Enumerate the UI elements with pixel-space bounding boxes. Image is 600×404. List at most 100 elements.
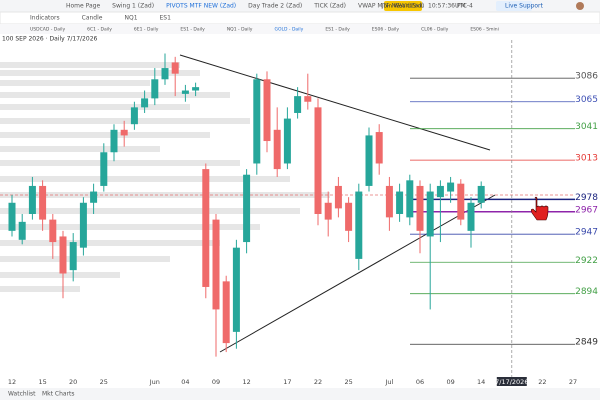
candle-body: [192, 87, 200, 91]
level-label: 2894: [575, 287, 598, 297]
bottom-tab[interactable]: Mkt Charts: [42, 391, 75, 398]
candle-body: [396, 191, 404, 214]
candle-body: [100, 152, 108, 186]
support-text[interactable]: Live Support: [505, 3, 544, 10]
candle-body: [477, 185, 485, 203]
nav-tab[interactable]: Home Page: [66, 3, 100, 10]
x-tick-label: 25: [344, 378, 352, 386]
x-tick-label: 17: [283, 378, 291, 386]
bottom-bar: [0, 388, 600, 400]
level-label: 3065: [575, 95, 598, 105]
nav-tab[interactable]: TICK (Zad): [313, 3, 346, 10]
chart-tabs: [0, 24, 600, 34]
candle-body: [181, 90, 189, 94]
candle-body: [355, 191, 363, 259]
nav-tab[interactable]: Swing 1 (Zad): [112, 3, 154, 10]
join-text[interactable]: Join WealthSkill: [381, 4, 425, 10]
x-tick-label: 20: [69, 378, 77, 386]
candle-body: [151, 79, 159, 99]
timezone: UTC-4: [455, 3, 473, 10]
candle-body: [202, 169, 210, 287]
candle-body: [273, 129, 281, 170]
candle-body: [212, 219, 220, 310]
toolbar-item[interactable]: ES1: [160, 15, 172, 22]
candle-body: [28, 185, 36, 214]
nav-tab[interactable]: VWAP MTF NEW (Zad): [358, 3, 424, 10]
chart-tab[interactable]: ES06 - Daily: [372, 27, 400, 33]
candle-body: [120, 129, 128, 136]
x-tick-label: 25: [100, 378, 108, 386]
clock: 10:57:36 PM: [428, 3, 466, 10]
candle-body: [334, 185, 342, 209]
level-label: 3013: [575, 154, 598, 164]
chart-tab[interactable]: ES1 - Daily: [180, 27, 205, 33]
level-label: 2947: [575, 228, 598, 238]
level-label: 2967: [575, 205, 598, 215]
level-label: 2978: [575, 193, 598, 203]
candle-body: [436, 185, 444, 198]
candle-body: [232, 247, 240, 332]
toolbar-item[interactable]: Candle: [82, 15, 103, 22]
chart-tab[interactable]: CL06 - Daily: [421, 27, 449, 33]
avatar[interactable]: [576, 2, 584, 10]
volume-profile: [0, 62, 330, 292]
x-tick-label: 14: [477, 378, 485, 386]
x-tick-label: 22: [314, 378, 322, 386]
x-tick-label: 22: [538, 378, 546, 386]
level-label: 2922: [575, 256, 598, 266]
candle-body: [69, 242, 77, 271]
candle-body: [171, 62, 179, 74]
chart-tab[interactable]: ES1 - Daily: [325, 27, 350, 33]
candle-body: [283, 118, 291, 164]
chart-tab[interactable]: 6C1 - Daily: [87, 27, 112, 33]
chart-tab[interactable]: NQ1 - Daily: [227, 27, 253, 33]
candle-body: [426, 191, 434, 237]
candle-body: [59, 236, 67, 274]
x-tick-label: 15: [38, 378, 46, 386]
x-tick-label: 06: [416, 378, 424, 386]
candle-body: [263, 79, 271, 142]
candle-body: [8, 202, 16, 231]
date-box: [496, 377, 527, 386]
trend-line: [219, 194, 496, 353]
x-tick-label: Jun: [149, 378, 160, 386]
level-label: 3086: [575, 72, 598, 82]
chart-title: 100 SEP 2026 · Daily 7/17/2026: [2, 36, 98, 43]
chart-tab[interactable]: USDCAD - Daily: [30, 27, 66, 33]
plot: 3086 3065 3041 3013 2978 2967 2947 2922 2894 2849…: [8, 40, 598, 386]
hand-cursor: [530, 196, 549, 221]
candle-body: [130, 107, 138, 125]
candle-body: [253, 79, 261, 164]
x-tick-label: 09: [212, 378, 220, 386]
candle-body: [90, 191, 98, 203]
join-button[interactable]: [384, 1, 422, 11]
candle-body: [294, 96, 302, 113]
toolbar-item[interactable]: Indicators: [30, 15, 60, 22]
candle-body: [304, 96, 312, 102]
candle-body: [110, 129, 118, 153]
candle-body: [416, 185, 424, 231]
nav-tab[interactable]: PIVOTS MTF NEW (Zad): [166, 3, 236, 10]
candle-body: [161, 68, 169, 80]
x-tick-label: Jul: [384, 378, 393, 386]
candle-body: [18, 221, 26, 240]
chart-tab[interactable]: 6E1 - Daily: [134, 27, 159, 33]
candle-body: [365, 135, 373, 186]
nav-tab[interactable]: Day Trade 2 (Zad): [248, 3, 302, 10]
bottom-tab[interactable]: Watchlist: [8, 391, 36, 398]
candle-body: [324, 202, 332, 220]
x-tick-label: 12: [242, 378, 250, 386]
candle-body: [222, 281, 230, 344]
candle-body: [345, 202, 353, 231]
candle-body: [79, 202, 87, 248]
candle-body: [141, 98, 149, 108]
support-button[interactable]: [496, 1, 532, 11]
candle-body: [49, 219, 57, 243]
x-tick-label: 27: [569, 378, 577, 386]
chart-tab[interactable]: GOLD - Daily: [274, 27, 303, 33]
chart-tab[interactable]: ES06 - Smini: [470, 27, 499, 33]
candle-body: [467, 202, 475, 231]
toolbar-item[interactable]: NQ1: [124, 15, 137, 22]
candle-body: [447, 182, 455, 192]
